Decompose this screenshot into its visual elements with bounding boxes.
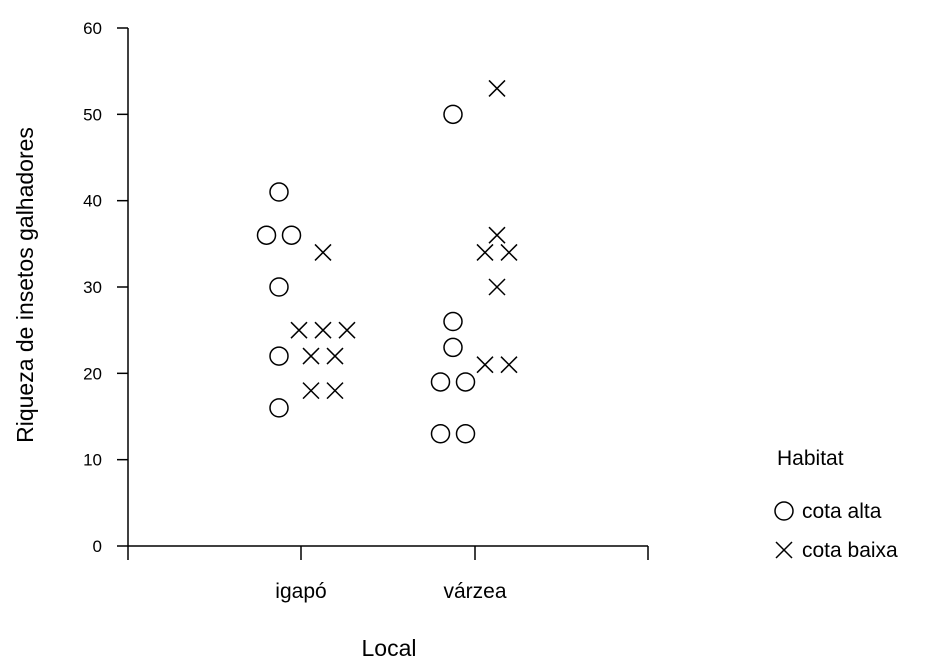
data-point-circle xyxy=(430,424,451,444)
y-tick-label: 30 xyxy=(83,278,102,297)
data-point-circle xyxy=(281,225,302,245)
y-tick-label: 40 xyxy=(83,192,102,211)
axes-group xyxy=(127,28,649,560)
y-tick-label: 50 xyxy=(83,105,102,124)
legend-marker-cross xyxy=(775,541,793,559)
data-point-cross xyxy=(488,226,506,244)
x-tick-label: várzea xyxy=(443,580,506,603)
data-point-cross xyxy=(500,356,518,374)
data-point-cross xyxy=(302,382,320,400)
legend-marker-circle xyxy=(774,501,794,521)
legend: Habitat cota alta cota baixa xyxy=(774,447,898,562)
y-tick-label: 0 xyxy=(93,537,102,556)
y-ticks-group: 0 10 20 30 40 50 60 xyxy=(83,19,128,556)
data-point-circle xyxy=(269,346,289,366)
x-tick-label: igapó xyxy=(275,580,326,603)
data-point-circle xyxy=(455,372,476,392)
x-axis-title: Local xyxy=(362,635,417,661)
data-point-circle xyxy=(269,398,289,418)
data-point-cross xyxy=(338,321,356,339)
data-point-cross xyxy=(302,347,320,365)
data-point-cross xyxy=(476,243,494,261)
legend-label: cota baixa xyxy=(802,539,898,562)
data-point-cross xyxy=(314,243,332,261)
data-point-cross xyxy=(326,382,344,400)
data-point-cross xyxy=(290,321,308,339)
points-group xyxy=(256,79,518,444)
data-point-circle xyxy=(455,424,476,444)
data-point-cross xyxy=(314,321,332,339)
y-tick-label: 10 xyxy=(83,451,102,470)
data-point-cross xyxy=(500,243,518,261)
y-tick-label: 20 xyxy=(83,364,102,383)
data-point-cross xyxy=(488,79,506,97)
y-axis-title: Riqueza de insetos galhadores xyxy=(12,127,38,443)
data-point-cross xyxy=(488,278,506,296)
data-point-cross xyxy=(476,356,494,374)
y-tick-label: 60 xyxy=(83,19,102,38)
data-point-circle xyxy=(430,372,451,392)
data-point-circle xyxy=(256,225,277,245)
data-point-circle xyxy=(443,104,463,125)
legend-label: cota alta xyxy=(802,500,882,523)
legend-title: Habitat xyxy=(777,447,844,470)
data-point-circle xyxy=(269,277,289,297)
data-point-circle xyxy=(443,337,463,358)
data-point-circle xyxy=(443,311,463,332)
data-point-cross xyxy=(326,347,344,365)
x-ticks-group: igapó várzea xyxy=(275,546,507,603)
data-point-circle xyxy=(269,182,289,202)
